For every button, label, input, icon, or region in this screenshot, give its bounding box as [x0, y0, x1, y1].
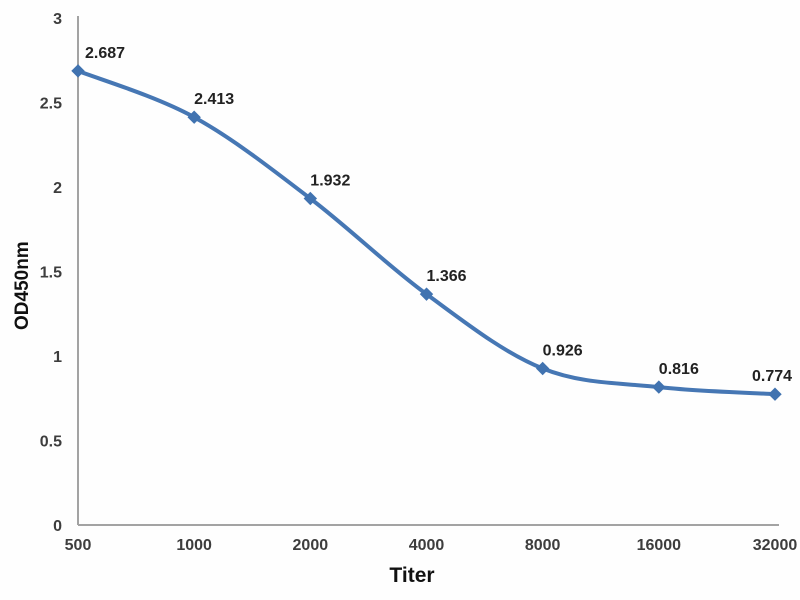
- y-tick-label: 2.5: [40, 96, 62, 113]
- x-tick-label: 1000: [176, 537, 212, 554]
- data-point-marker: [187, 110, 201, 124]
- y-tick-label: 0: [53, 518, 62, 535]
- data-point-marker: [303, 191, 318, 206]
- x-axis-tick-labels: 500 1000 2000 4000 8000 16000 32000: [65, 537, 798, 554]
- y-tick-label: 1: [53, 349, 62, 366]
- series-line: [76, 68, 777, 397]
- x-tick-label: 32000: [753, 537, 798, 554]
- x-tick-label: 2000: [293, 537, 329, 554]
- y-axis-tick-labels: 0 0.5 1 1.5 2 2.5 3: [40, 11, 62, 535]
- y-tick-label: 3: [53, 11, 62, 28]
- y-tick-label: 1.5: [40, 265, 62, 282]
- x-tick-label: 4000: [409, 537, 445, 554]
- y-axis-title: OD450nm: [12, 241, 33, 330]
- data-point-marker: [419, 287, 434, 301]
- data-point-marker: [768, 387, 782, 401]
- data-point-label: 1.932: [310, 172, 350, 189]
- data-point-label: 2.413: [194, 91, 234, 108]
- data-point-label: 2.687: [85, 45, 125, 62]
- data-point-marker: [71, 64, 85, 78]
- y-tick-label: 2: [53, 180, 62, 197]
- x-axis-title: Titer: [389, 564, 434, 587]
- y-tick-label: 0.5: [40, 434, 62, 451]
- data-point-label: 0.926: [543, 343, 583, 360]
- data-point-markers: [71, 64, 782, 401]
- x-tick-label: 16000: [637, 537, 682, 554]
- data-point-marker: [652, 380, 666, 394]
- data-point-label: 0.816: [659, 361, 699, 378]
- data-point-label: 0.774: [752, 368, 792, 385]
- x-tick-label: 500: [65, 537, 92, 554]
- data-point-marker: [535, 361, 550, 376]
- data-point-label: 1.366: [426, 268, 466, 285]
- x-tick-label: 8000: [525, 537, 561, 554]
- data-point-labels: 2.687 2.413 1.932 1.366 0.926 0.816 0.774: [85, 45, 792, 385]
